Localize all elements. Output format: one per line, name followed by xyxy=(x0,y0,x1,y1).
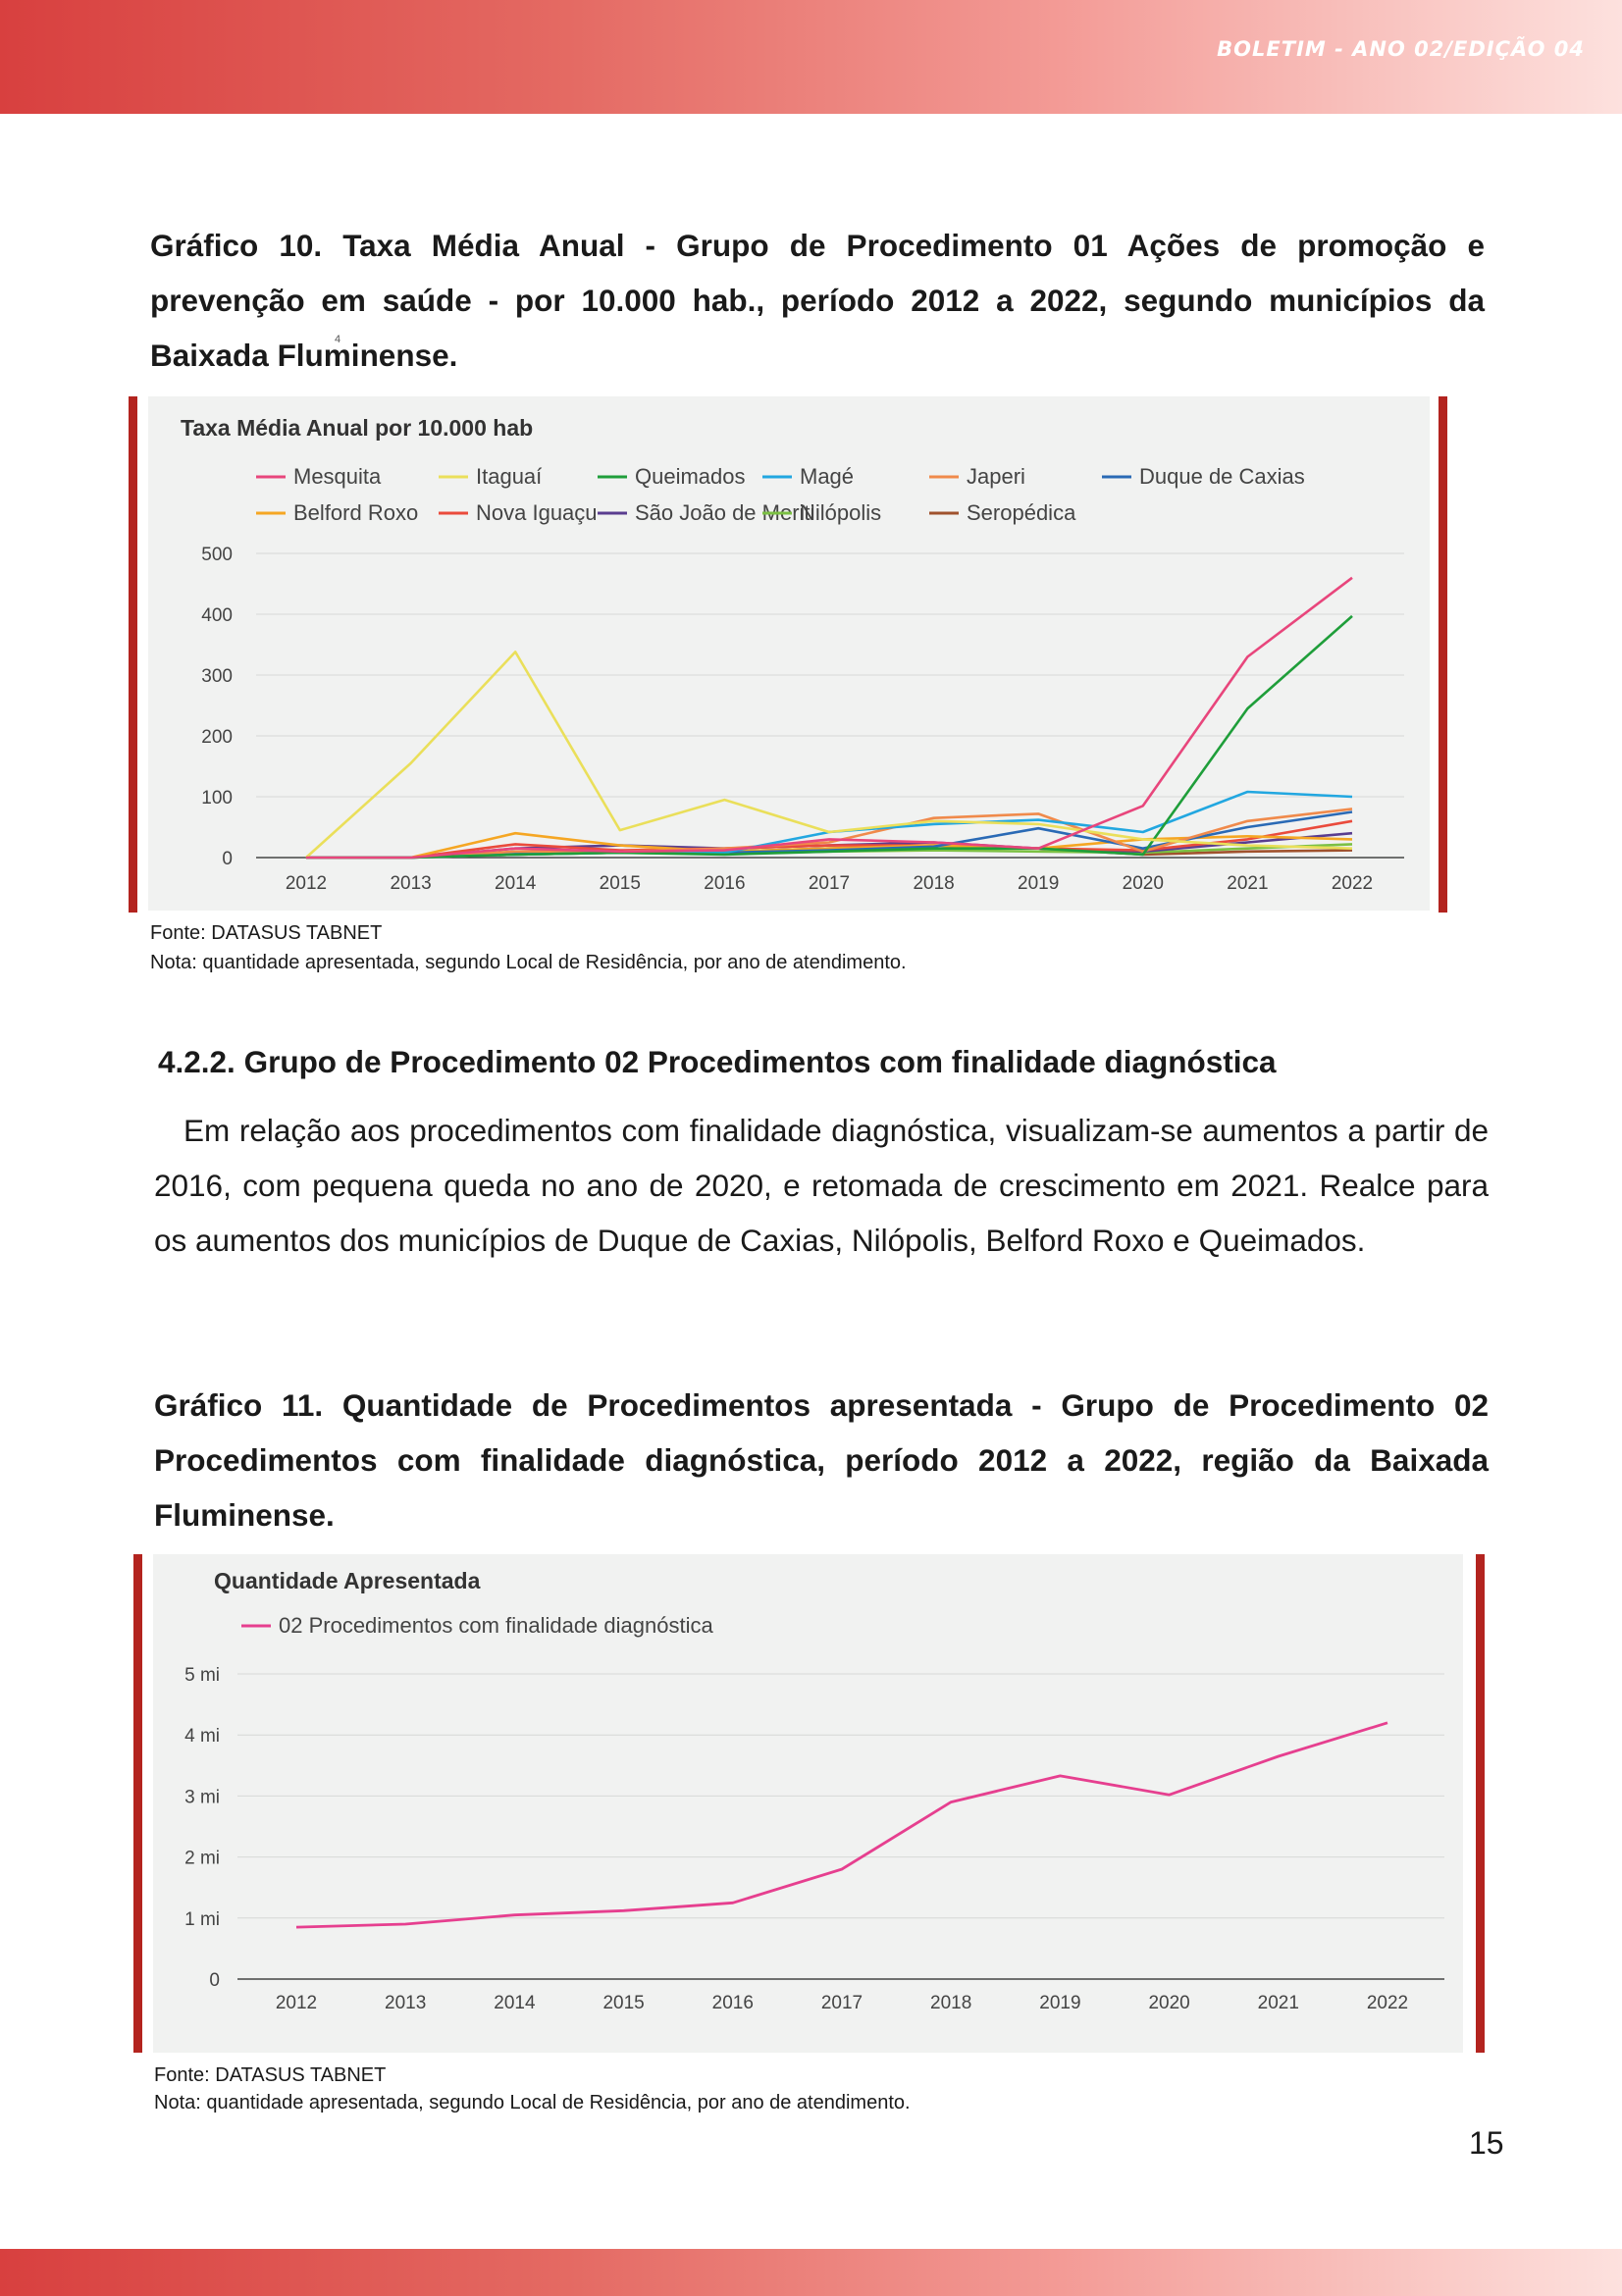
x-tick-label: 2019 xyxy=(1018,873,1059,894)
legend-label: Itaguaí xyxy=(476,464,542,489)
legend-label: 02 Procedimentos com finalidade diagnóst… xyxy=(279,1613,713,1638)
legend-label: Belford Roxo xyxy=(293,500,418,525)
y-tick-label: 5 mi xyxy=(184,1665,220,1686)
figure11-caption: Gráfico 11. Quantidade de Procedimentos … xyxy=(154,1387,1489,1533)
figure10-left-bar xyxy=(129,396,137,913)
figure10-right-bar xyxy=(1439,396,1447,913)
legend-label: Queimados xyxy=(635,464,746,489)
page-number: 15 xyxy=(1469,2125,1504,2161)
figure11-note: Nota: quantidade apresentada, segundo Lo… xyxy=(154,2092,911,2113)
y-tick-label: 2 mi xyxy=(184,1849,220,1869)
y-tick-label: 1 mi xyxy=(184,1909,220,1930)
legend-label: Japeri xyxy=(967,464,1025,489)
x-tick-label: 2021 xyxy=(1227,873,1268,894)
series-line xyxy=(306,819,1353,860)
y-tick-label: 3 mi xyxy=(184,1787,220,1807)
legend-label: Seropédica xyxy=(967,500,1076,525)
x-tick-label: 2013 xyxy=(385,1993,426,2013)
legend-label: Magé xyxy=(800,464,854,489)
figure11-frame: Quantidade Apresentada 02 Procedimentos c… xyxy=(153,1554,1463,2053)
x-tick-label: 2019 xyxy=(1039,1993,1080,2013)
x-tick-label: 2012 xyxy=(276,1993,317,2013)
figure10-caption: Gráfico 10. Taxa Média Anual - Grupo de … xyxy=(150,228,1485,373)
x-tick-label: 2016 xyxy=(704,873,745,894)
x-tick-label: 2020 xyxy=(1148,1993,1189,2013)
figure10-source: Fonte: DATASUS TABNET xyxy=(150,922,383,944)
y-tick-label: 0 xyxy=(209,1970,220,1991)
figure11-right-bar xyxy=(1476,1554,1485,2053)
x-tick-label: 2016 xyxy=(712,1993,754,2013)
figure10-chart: Taxa Média Anual por 10.000 hab Mesquita I… xyxy=(181,415,1404,894)
x-tick-label: 2018 xyxy=(913,873,954,894)
x-tick-label: 2017 xyxy=(821,1993,863,2013)
y-tick-label: 200 xyxy=(201,727,233,748)
figure10-frame: Taxa Média Anual por 10.000 hab Mesquita I… xyxy=(148,396,1430,911)
x-tick-label: 2014 xyxy=(495,873,537,894)
figure11-chart: Quantidade Apresentada 02 Procedimentos c… xyxy=(184,1568,1444,2013)
x-tick-label: 2020 xyxy=(1123,873,1164,894)
y-tick-label: 500 xyxy=(201,545,233,565)
section-heading: 4.2.2. Grupo de Procedimento 02 Procedim… xyxy=(158,1044,1277,1079)
y-tick-label: 100 xyxy=(201,788,233,809)
x-tick-label: 2022 xyxy=(1367,1993,1408,2013)
x-tick-label: 2021 xyxy=(1258,1993,1299,2013)
x-tick-label: 2017 xyxy=(809,873,850,894)
footnote-marker: 4 xyxy=(335,334,341,345)
figure11-left-bar xyxy=(133,1554,142,2053)
y-tick-label: 0 xyxy=(222,849,233,869)
chart-title: Quantidade Apresentada xyxy=(214,1568,481,1593)
chart-title: Taxa Média Anual por 10.000 hab xyxy=(181,415,533,441)
x-tick-label: 2022 xyxy=(1332,873,1373,894)
series-line xyxy=(295,1721,1388,1929)
figure11-source: Fonte: DATASUS TABNET xyxy=(154,2064,387,2086)
legend-label: Nova Iguaçu xyxy=(476,500,598,525)
y-tick-label: 400 xyxy=(201,605,233,626)
header-band: BOLETIM - ANO 02/EDIÇÃO 04 xyxy=(0,0,1622,114)
legend-label: Mesquita xyxy=(293,464,382,489)
series-line xyxy=(306,614,1353,860)
x-tick-label: 2014 xyxy=(494,1993,536,2013)
footer-band xyxy=(0,2249,1622,2296)
legend-label: Nilópolis xyxy=(800,500,881,525)
x-tick-label: 2015 xyxy=(602,1993,644,2013)
figure10-note: Nota: quantidade apresentada, segundo Lo… xyxy=(150,952,907,973)
y-tick-label: 4 mi xyxy=(184,1726,220,1747)
x-tick-label: 2015 xyxy=(600,873,641,894)
x-tick-label: 2013 xyxy=(390,873,431,894)
y-tick-label: 300 xyxy=(201,666,233,687)
x-tick-label: 2018 xyxy=(930,1993,971,2013)
series-line xyxy=(305,651,1353,859)
issue-label: BOLETIM - ANO 02/EDIÇÃO 04 xyxy=(1217,37,1585,61)
series-line xyxy=(306,576,1353,860)
legend-label: Duque de Caxias xyxy=(1139,464,1305,489)
section-paragraph: Em relação aos procedimentos com finalid… xyxy=(154,1113,1489,1258)
series-line xyxy=(306,831,1353,860)
x-tick-label: 2012 xyxy=(286,873,327,894)
